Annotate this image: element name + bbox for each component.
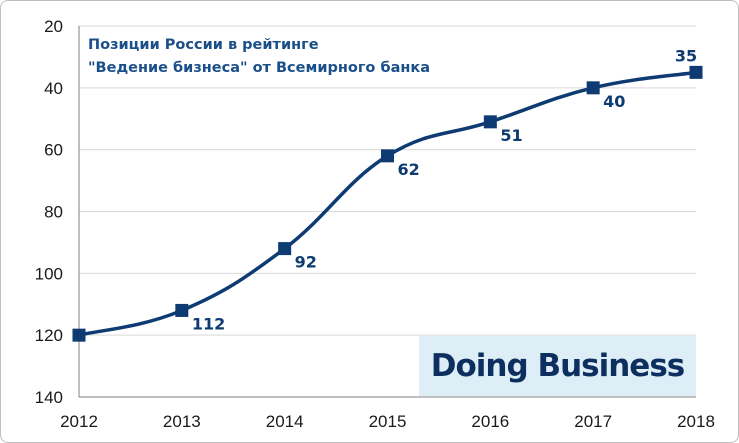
data-point-marker — [483, 115, 497, 129]
data-label: 51 — [500, 126, 522, 145]
data-point-marker — [381, 149, 394, 163]
y-tick-label: 120 — [35, 326, 63, 345]
y-tick-labels: 20 40 60 80 100 120 140 — [35, 17, 63, 407]
x-tick-label: 2014 — [266, 412, 304, 431]
doing-business-logo: Doing Business — [419, 336, 696, 396]
data-label: 40 — [603, 92, 625, 111]
data-label: 112 — [192, 314, 225, 333]
logo-text: Doing Business — [430, 348, 685, 384]
data-point-marker — [586, 81, 600, 95]
y-tick-label: 40 — [44, 79, 63, 98]
data-label: 62 — [398, 160, 420, 179]
series-markers — [72, 65, 703, 342]
chart-title-line-2: "Ведение бизнеса" от Всемирного банка — [88, 60, 430, 76]
x-tick-label: 2016 — [471, 412, 509, 431]
y-tick-label: 140 — [35, 388, 63, 407]
y-tick-label: 100 — [35, 264, 63, 283]
x-tick-label: 2013 — [163, 412, 201, 431]
data-point-marker — [72, 328, 86, 342]
data-point-marker — [689, 65, 703, 79]
data-point-marker — [175, 303, 189, 317]
data-labels: 112 92 62 51 40 35 — [192, 46, 697, 333]
x-tick-label: 2018 — [677, 412, 715, 431]
data-label: 92 — [295, 253, 317, 272]
x-tick-label: 2017 — [574, 412, 612, 431]
chart-title-line-1: Позиции России в рейтинге — [88, 37, 319, 53]
y-tick-label: 60 — [44, 141, 63, 160]
chart-title: Позиции России в рейтинге "Ведение бизне… — [88, 34, 430, 80]
x-tick-label: 2015 — [369, 412, 407, 431]
y-tick-label: 80 — [44, 203, 63, 222]
data-point-marker — [278, 242, 292, 256]
x-tick-labels: 2012 2013 2014 2015 2016 2017 2018 — [60, 412, 715, 431]
y-tick-label: 20 — [44, 17, 63, 36]
series-line — [77, 70, 698, 337]
data-label: 35 — [675, 46, 697, 65]
x-tick-label: 2012 — [60, 412, 98, 431]
